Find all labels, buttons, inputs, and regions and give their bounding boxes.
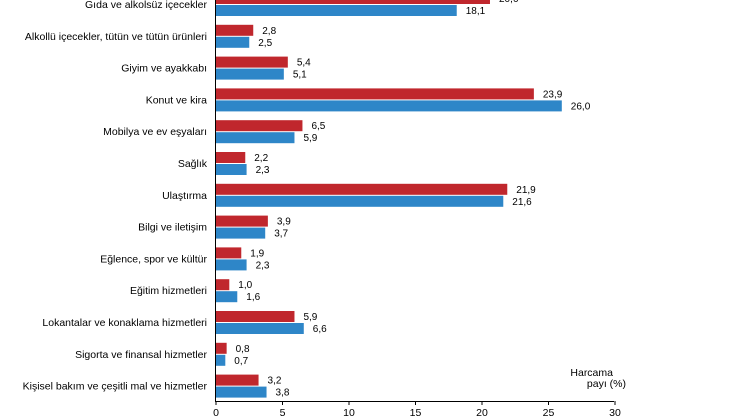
x-tick-label: 20 [476,407,488,419]
bar-series-1 [216,152,246,163]
bar-series-1 [216,279,230,291]
category-label: Mobilya ve ev eşyaları [103,126,207,138]
data-label-series-2: 3,7 [274,229,288,240]
data-label-series-2: 5,9 [303,133,317,144]
data-label-series-1: 23,9 [543,89,563,100]
bar-series-2 [216,291,238,303]
bar-series-2 [216,5,457,16]
bar-series-2 [216,259,247,271]
category-label: Eğitim hizmetleri [130,285,207,297]
bar-series-2 [216,227,266,239]
category-label: Kişisel bakım ve çeşitli mal ve hizmetle… [23,381,208,393]
x-axis-label-line-1: Harcama [570,367,613,379]
bar-series-2 [216,132,295,144]
bar-series-1 [216,247,242,259]
bar-series-2 [216,164,247,175]
x-tick-label: 30 [609,407,621,419]
bars [216,0,562,398]
data-label-series-2: 21,6 [512,197,532,208]
bar-series-1 [216,0,490,4]
data-label-series-2: 3,8 [276,388,290,399]
data-label-series-1: 2,8 [262,26,276,37]
category-label: Eğlence, spor ve kültür [100,253,207,265]
data-label-series-2: 1,6 [246,292,260,303]
bar-series-2 [216,36,250,48]
data-label-series-1: 5,4 [297,58,311,69]
data-label-series-2: 2,5 [258,38,272,49]
bar-series-1 [216,183,508,195]
x-tick-label: 10 [343,407,355,419]
bar-series-1 [216,88,534,100]
category-labels: Gıda ve alkolsüz içecekler Alkollü içecek… [23,0,208,393]
data-label-series-1: 20,6 [499,0,519,5]
bar-series-1 [216,374,259,386]
x-tick-label: 0 [213,407,219,419]
data-label-series-2: 0,7 [234,356,248,367]
data-label-series-1: 1,0 [238,280,252,291]
bar-series-1 [216,120,303,132]
bar-series-1 [216,342,227,354]
category-label: Konut ve kira [146,94,207,106]
data-label-series-1: 3,9 [277,217,291,228]
x-axis-ticks: 0 5 10 15 20 25 30 [213,401,621,419]
data-label-series-2: 5,1 [293,70,307,81]
x-tick-label: 25 [543,407,555,419]
category-label: Gıda ve alkolsüz içecekler [85,0,207,11]
bar-series-2 [216,68,284,80]
bar-series-1 [216,215,268,227]
data-label-series-1: 0,8 [236,344,250,355]
data-label-series-2: 2,3 [256,260,270,271]
category-label: Sigorta ve finansal hizmetler [75,349,207,361]
value-labels: 20,618,12,82,55,45,123,926,06,55,92,22,3… [234,0,590,399]
data-label-series-1: 21,9 [516,185,536,196]
bar-series-2 [216,195,504,207]
bar-series-1 [216,56,288,68]
x-tick-label: 15 [410,407,422,419]
x-axis-label-line-2: payı (%) [587,378,626,390]
x-tick-label: 5 [280,407,286,419]
bar-series-2 [216,386,267,398]
data-label-series-1: 3,2 [268,376,282,387]
data-label-series-2: 2,3 [256,165,270,176]
data-label-series-2: 18,1 [466,6,486,17]
category-label: Bilgi ve iletişim [138,222,207,234]
data-label-series-1: 5,9 [303,312,317,323]
bar-series-1 [216,311,295,322]
bar-series-2 [216,323,304,334]
bar-series-1 [216,24,254,36]
category-label: Alkollü içecekler, tütün ve tütün ürünle… [25,31,207,43]
bar-series-2 [216,354,226,366]
category-label: Giyim ve ayakkabı [121,63,207,75]
data-label-series-1: 1,9 [250,248,264,259]
data-label-series-1: 2,2 [254,153,268,164]
category-label: Sağlık [178,158,208,170]
category-label: Lokantalar ve konaklama hizmetleri [42,317,207,329]
data-label-series-2: 26,0 [571,101,591,112]
data-label-series-2: 6,6 [313,324,327,335]
data-label-series-1: 6,5 [311,121,325,132]
bar-series-2 [216,100,562,112]
category-label: Ulaştırma [162,190,207,202]
